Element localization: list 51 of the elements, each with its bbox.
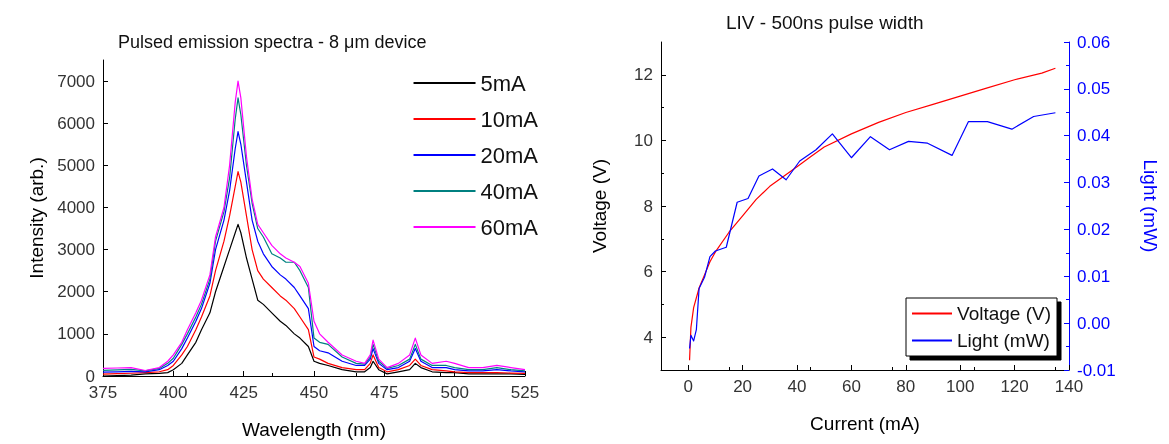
x-tick-label: 450 [299, 383, 329, 402]
y-tick-label: 4 [643, 327, 653, 347]
x-tick-label: 475 [370, 383, 399, 402]
y-axis-title: Intensity (arb.) [26, 157, 48, 279]
y-tick-label: 1000 [57, 324, 95, 344]
legend-label: Voltage (V) [957, 303, 1051, 324]
y2-tick-label: 0.03 [1077, 173, 1111, 193]
legend-label: 10mA [480, 106, 539, 132]
y2-tick-label: 0.00 [1077, 313, 1111, 333]
line-series [688, 112, 1056, 350]
chart-title: LIV - 500ns pulse width [726, 12, 924, 33]
x-tick-label: 375 [88, 383, 118, 402]
legend-label: 40mA [480, 178, 539, 204]
x-tick-label: 100 [946, 377, 975, 396]
y-tick-label: 7000 [57, 71, 95, 91]
y2-tick-label: 0.06 [1077, 32, 1111, 52]
legend-label: 5mA [480, 70, 527, 96]
y2-axis-title: Light (mW) [1140, 159, 1161, 253]
y-axis-title: Voltage (V) [589, 159, 610, 253]
x-tick-label: 80 [896, 377, 916, 396]
x-tick-label: 0 [683, 377, 693, 396]
x-axis-title: Current (mA) [810, 413, 920, 434]
x-tick-label: 425 [229, 383, 258, 402]
x-axis-title: Wavelength (nm) [242, 419, 386, 440]
chart-title: Pulsed emission spectra - 8 μm device [118, 32, 427, 52]
y2-tick-label: 0.05 [1077, 79, 1111, 99]
y-tick-label: 10 [634, 130, 653, 150]
y-tick-label: 2000 [57, 282, 95, 302]
y-tick-label: 6 [643, 262, 653, 282]
x-tick-label: 140 [1054, 377, 1084, 396]
x-tick-label: 40 [787, 377, 807, 396]
y2-tick-label: 0.01 [1077, 266, 1111, 286]
y-tick-label: 5000 [57, 155, 95, 175]
line-series [688, 67, 1056, 361]
y2-tick-label: 0.04 [1077, 126, 1111, 146]
y-tick-label: 3000 [57, 240, 95, 260]
y-tick-label: 4000 [57, 197, 95, 217]
y-tick-label: 8 [643, 196, 653, 216]
legend-label: 20mA [480, 142, 539, 168]
y2-tick-label: -0.01 [1077, 360, 1116, 380]
y-tick-label: 12 [634, 65, 653, 85]
x-tick-label: 120 [1000, 377, 1029, 396]
legend-label: Light (mW) [957, 330, 1050, 351]
x-tick-label: 60 [841, 377, 861, 396]
x-tick-label: 20 [733, 377, 753, 396]
y2-tick-label: 0.02 [1077, 219, 1111, 239]
legend-label: 60mA [480, 214, 539, 240]
x-tick-label: 400 [159, 383, 188, 402]
y-tick-label: 6000 [57, 113, 95, 133]
x-tick-label: 525 [510, 383, 540, 402]
x-tick-label: 500 [440, 383, 469, 402]
